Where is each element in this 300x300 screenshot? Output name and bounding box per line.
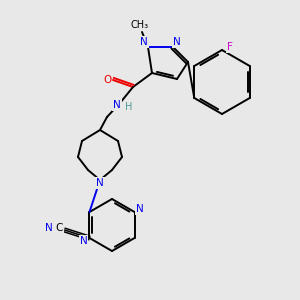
Text: H: H <box>125 102 133 112</box>
Text: O: O <box>103 75 111 85</box>
Text: N: N <box>96 178 104 188</box>
Text: N: N <box>45 223 52 233</box>
Text: F: F <box>227 42 233 52</box>
Text: N: N <box>140 37 148 47</box>
Text: N: N <box>80 236 87 246</box>
Text: CH₃: CH₃ <box>131 20 149 30</box>
Text: N: N <box>136 204 143 214</box>
Text: N: N <box>173 37 181 47</box>
Text: N: N <box>113 100 121 110</box>
Text: C: C <box>56 223 63 233</box>
